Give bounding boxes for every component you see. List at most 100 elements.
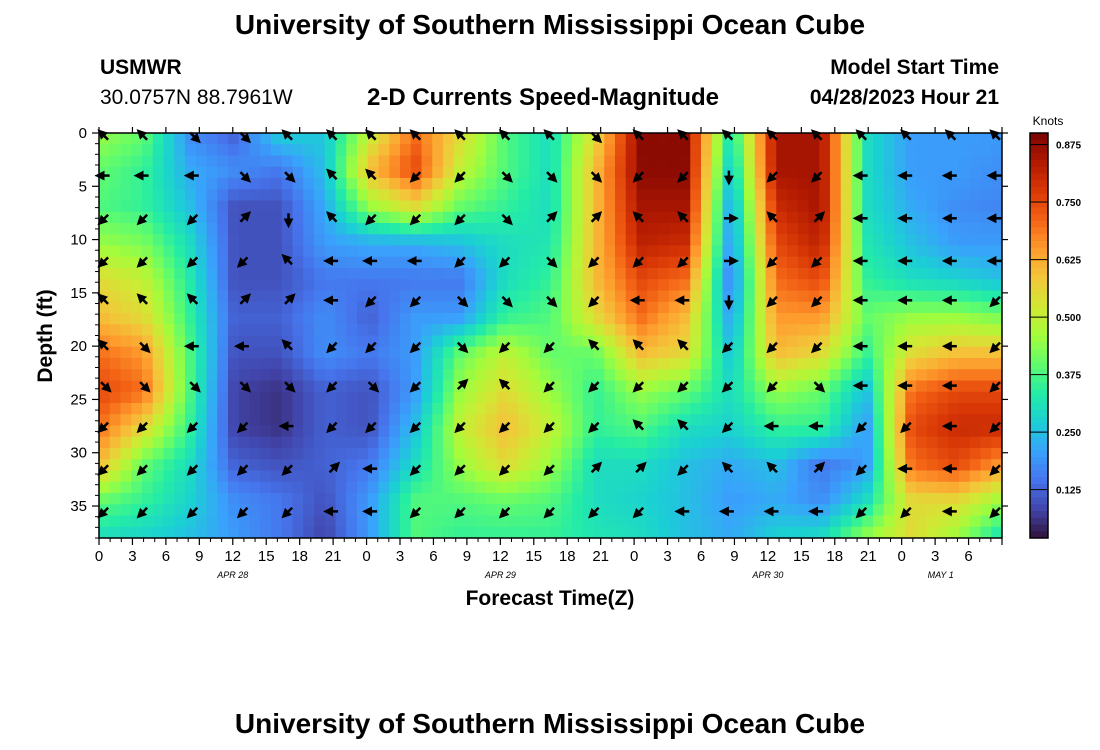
heat-cell	[808, 223, 820, 235]
station-name: USMWR	[100, 56, 182, 79]
heat-cell	[174, 369, 186, 382]
heat-cell	[410, 414, 423, 427]
heat-cell	[658, 268, 670, 280]
heat-cell	[797, 245, 810, 258]
colorbar-segment	[1030, 261, 1048, 269]
heat-cell	[787, 189, 799, 202]
heat-cell	[249, 189, 261, 202]
heat-cell	[496, 245, 509, 258]
heat-cell	[948, 245, 960, 258]
heat-cell	[701, 256, 713, 269]
heat-cell	[507, 515, 519, 528]
current-arrow	[186, 506, 199, 519]
current-arrow	[365, 213, 377, 226]
heat-cell	[808, 200, 820, 213]
heat-cell	[539, 515, 552, 528]
heat-cell	[883, 414, 896, 427]
heat-cell	[367, 279, 380, 292]
heat-cell	[690, 290, 702, 303]
heat-cell	[507, 358, 519, 370]
heat-cell	[109, 133, 122, 145]
heat-cell	[357, 526, 369, 538]
heat-cell	[754, 403, 767, 415]
heat-cell	[346, 335, 358, 348]
heat-cell	[260, 324, 272, 337]
current-arrow	[136, 256, 148, 268]
heat-cell	[905, 481, 917, 494]
heat-cell	[980, 459, 992, 472]
heat-cell	[271, 358, 283, 370]
current-arrow	[855, 506, 868, 519]
heat-cell	[174, 245, 186, 258]
heat-cell	[582, 245, 595, 258]
heat-cell	[195, 414, 208, 427]
heat-cell	[475, 380, 487, 393]
heat-cell	[582, 155, 595, 168]
heat-cell	[400, 211, 412, 224]
heat-cell	[830, 211, 842, 224]
heat-cell	[572, 526, 584, 538]
heat-cell	[410, 200, 423, 213]
colorbar-tick-label: 0.875	[1056, 141, 1081, 152]
heat-cell	[916, 403, 928, 415]
heat-cell	[926, 290, 939, 303]
heat-cell	[969, 324, 982, 337]
heat-cell	[475, 346, 487, 359]
heat-cell	[980, 234, 992, 247]
y-tick-label: 5	[79, 178, 87, 195]
heat-cell	[185, 358, 197, 370]
heat-cell	[969, 178, 982, 190]
heat-cell	[808, 448, 820, 460]
heat-cell	[152, 346, 165, 359]
heat-cell	[959, 436, 971, 449]
heat-cell	[787, 301, 799, 314]
heat-cell	[206, 425, 218, 438]
heat-cell	[518, 493, 530, 505]
x-tick-label: 12	[224, 548, 241, 565]
heat-cell	[561, 155, 573, 168]
heat-cell	[260, 211, 272, 224]
heat-cell	[883, 133, 896, 145]
heat-cell	[883, 313, 896, 325]
heat-cell	[453, 526, 466, 538]
heat-cell	[658, 459, 670, 472]
heat-cell	[281, 414, 294, 427]
heat-cell	[335, 369, 347, 382]
heat-cell	[217, 391, 229, 404]
heat-cell	[647, 189, 659, 202]
heat-cell	[862, 301, 874, 314]
heat-cell	[690, 459, 702, 472]
heat-cell	[679, 144, 691, 157]
heat-cell	[292, 178, 304, 190]
heat-cell	[561, 178, 573, 190]
heat-cell	[701, 144, 713, 157]
x-tick-label: 0	[897, 548, 905, 565]
x-tick-label: 6	[697, 548, 705, 565]
heat-cell	[572, 133, 584, 145]
heat-cell	[980, 245, 992, 258]
heat-cell	[959, 155, 971, 168]
heat-cell	[271, 515, 283, 528]
heat-cell	[206, 313, 218, 325]
heat-cell	[808, 268, 820, 280]
heat-cell	[593, 301, 605, 314]
heat-cell	[916, 470, 928, 483]
heat-cell	[475, 335, 487, 348]
heat-cell	[765, 279, 777, 292]
heat-cell	[830, 178, 842, 190]
heat-cell	[991, 155, 1002, 168]
heat-cell	[840, 504, 853, 517]
heat-cell	[400, 493, 412, 505]
heat-cell	[647, 178, 659, 190]
heat-cell	[539, 335, 552, 348]
heat-cell	[550, 144, 562, 157]
heat-cell	[604, 234, 616, 247]
heat-cell	[754, 358, 767, 370]
heat-cell	[518, 459, 530, 472]
heat-cell	[217, 515, 229, 528]
heat-cell	[518, 335, 530, 348]
heat-cell	[464, 414, 476, 427]
heat-cell	[851, 358, 863, 370]
heat-cell	[701, 391, 713, 404]
